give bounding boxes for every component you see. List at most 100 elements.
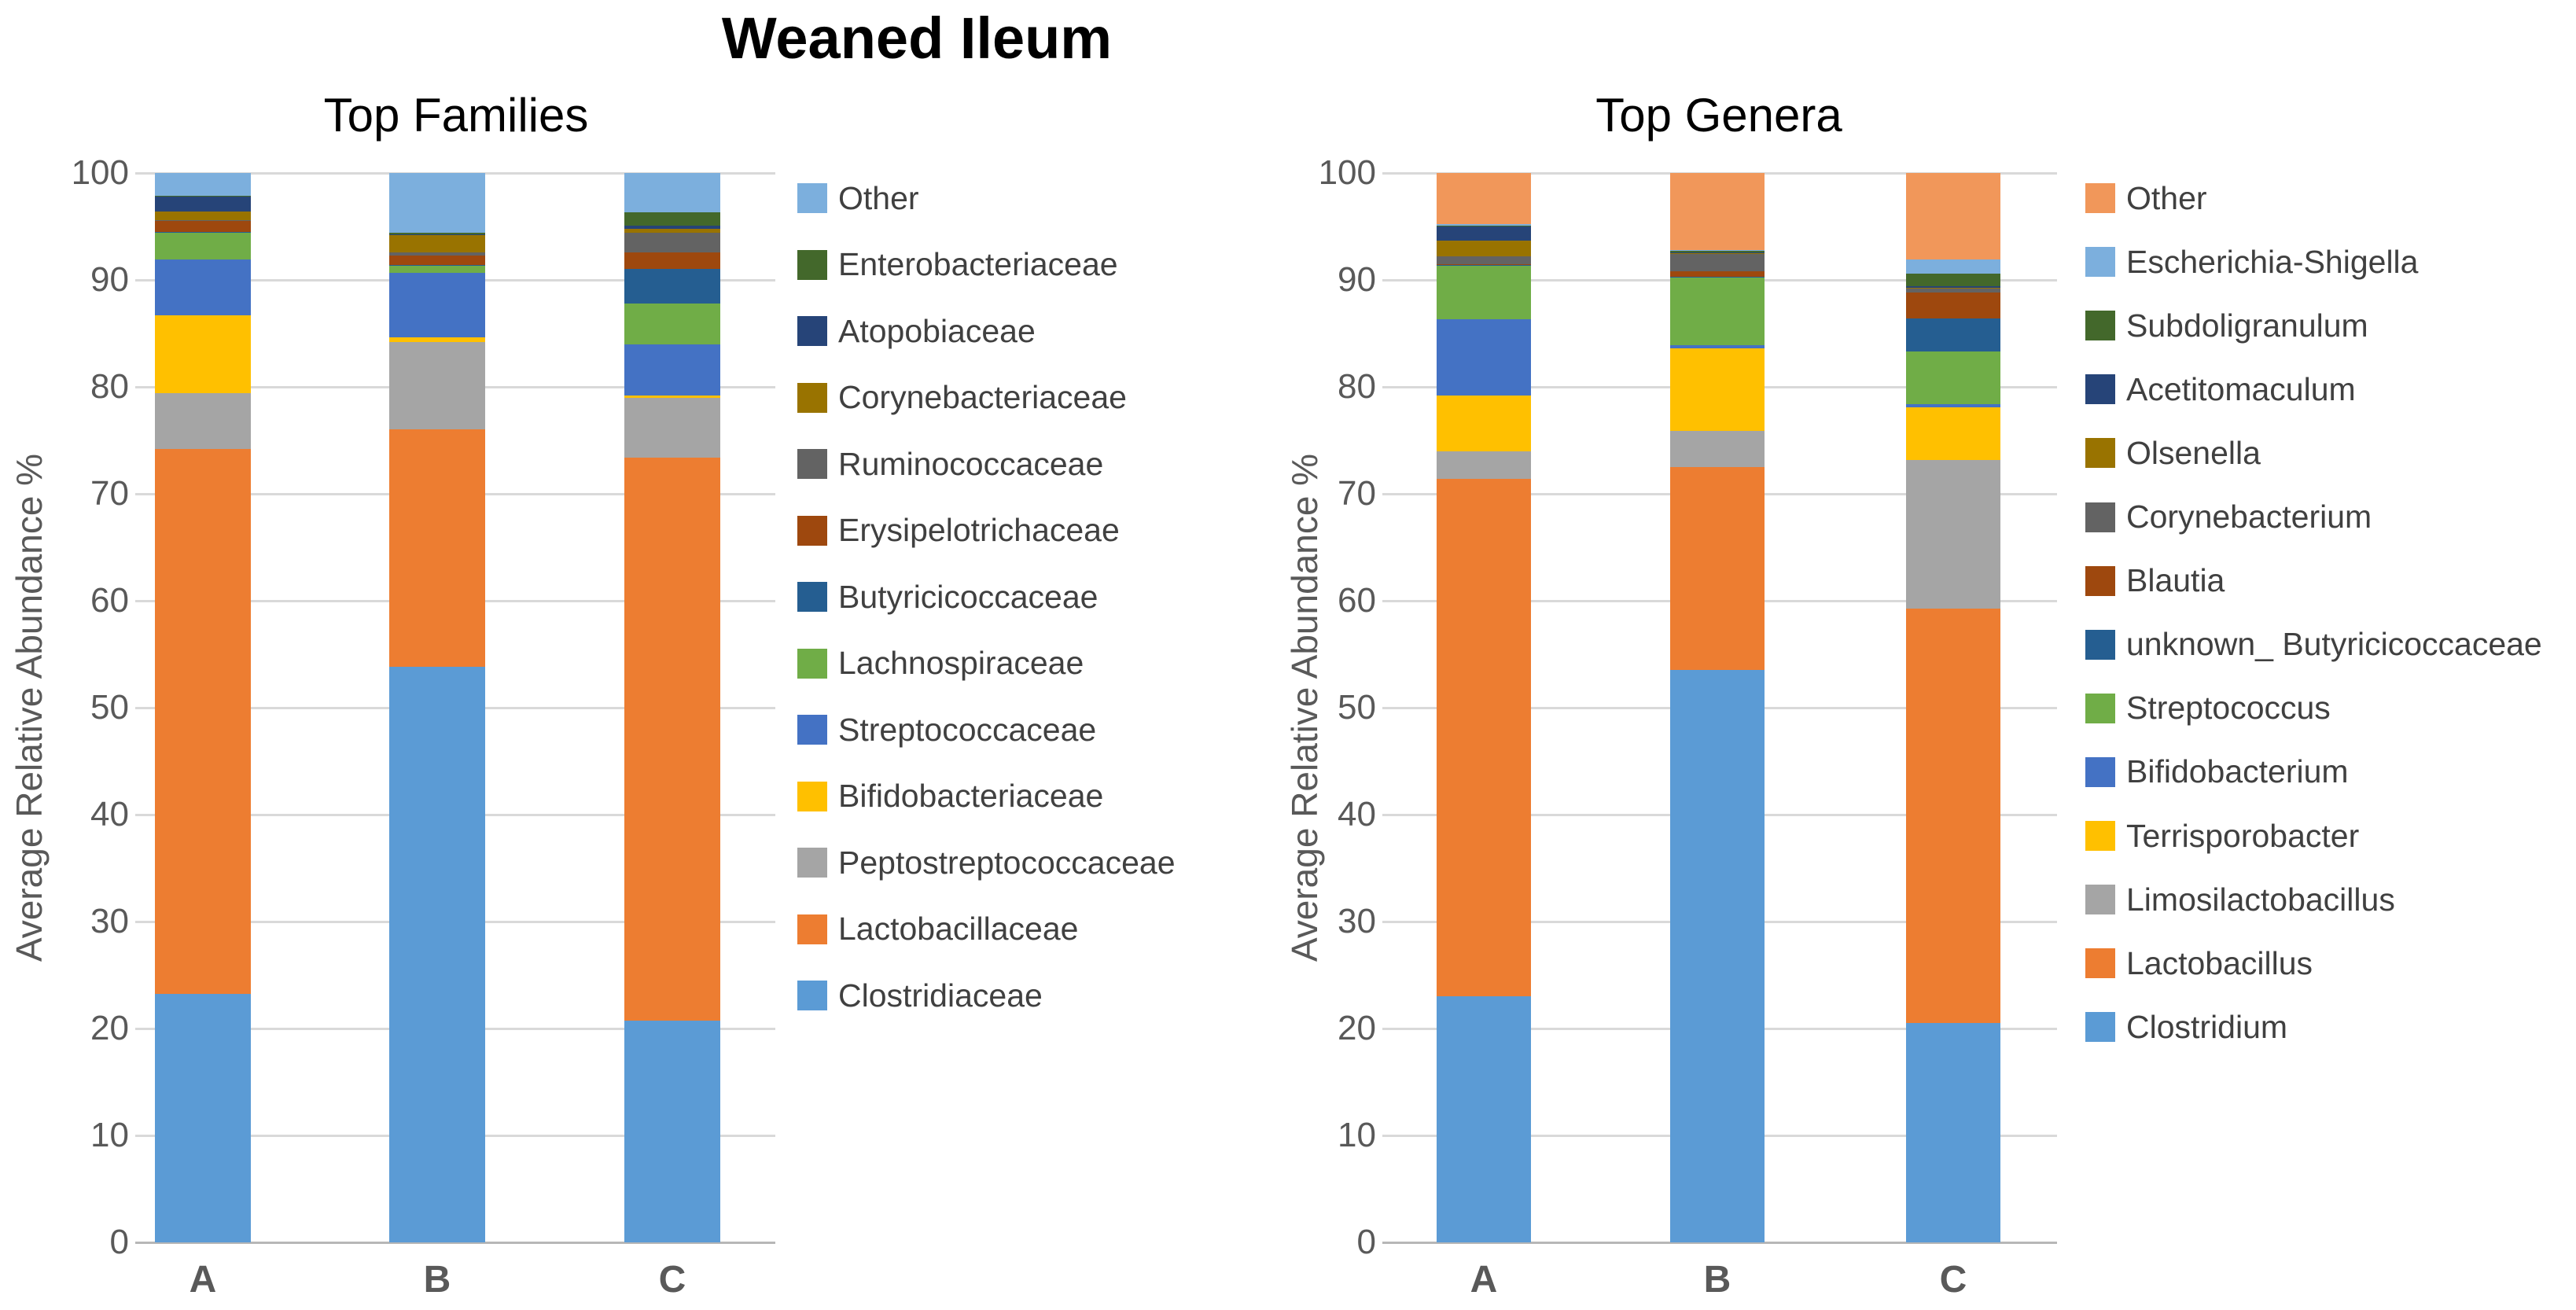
legend-label-unknown-butyricicoccaceae: unknown_ Butyricicoccaceae bbox=[2126, 626, 2542, 663]
legend-item-lactobacillaceae: Lactobacillaceae bbox=[797, 911, 1078, 948]
legend-item-limosilactobacillus: Limosilactobacillus bbox=[2085, 881, 2395, 918]
y-tick-60: 60 bbox=[90, 581, 129, 620]
legend-label-terrisporobacter: Terrisporobacter bbox=[2126, 817, 2360, 854]
segment-b-enterobacteriaceae bbox=[389, 233, 485, 234]
legend-item-blautia: Blautia bbox=[2085, 562, 2225, 600]
segment-c-peptostreptococcaceae bbox=[624, 397, 720, 458]
segment-a-streptococcus bbox=[1437, 266, 1531, 320]
legend-swatch-terrisporobacter bbox=[2085, 821, 2115, 851]
segment-a-lactobacillaceae bbox=[155, 448, 251, 995]
bar-top-families-b bbox=[389, 173, 485, 1242]
y-tick-10: 10 bbox=[1338, 1116, 1376, 1154]
segment-a-bifidobacterium bbox=[1437, 319, 1531, 396]
segment-c-corynebacteriaceae bbox=[624, 228, 720, 234]
x-axis-label-b: B bbox=[423, 1259, 451, 1301]
legend-label-erysipelotrichaceae: Erysipelotrichaceae bbox=[838, 512, 1120, 548]
legend-item-streptococcus: Streptococcus bbox=[2085, 690, 2331, 727]
legend-label-escherichia-shigella: Escherichia-Shigella bbox=[2126, 243, 2419, 280]
segment-a-ruminococcaceae bbox=[155, 219, 251, 222]
segment-c-lactobacillaceae bbox=[624, 457, 720, 1021]
legend-swatch-butyricicoccaceae bbox=[797, 582, 827, 612]
segment-c-blautia bbox=[1906, 293, 2000, 319]
bar-top-genera-b bbox=[1670, 173, 1765, 1242]
segment-a-lactobacillus bbox=[1437, 478, 1531, 997]
main-title: Weaned Ileum bbox=[721, 6, 1113, 71]
legend-label-lactobacillaceae: Lactobacillaceae bbox=[838, 911, 1079, 947]
legend-item-other: Other bbox=[797, 179, 919, 217]
segment-b-lachnospiraceae bbox=[389, 266, 485, 273]
legend-swatch-limosilactobacillus bbox=[2085, 885, 2115, 915]
legend-label-corynebacteriaceae: Corynebacteriaceae bbox=[838, 379, 1127, 415]
segment-a-limosilactobacillus bbox=[1437, 451, 1531, 479]
segment-a-other bbox=[155, 173, 251, 196]
segment-b-butyricicoccaceae bbox=[389, 265, 485, 267]
segment-c-atopobiaceae bbox=[624, 225, 720, 229]
segment-b-streptococcus bbox=[1670, 278, 1765, 345]
segment-a-olsenella bbox=[1437, 240, 1531, 257]
segment-a-butyricicoccaceae bbox=[155, 231, 251, 234]
segment-b-terrisporobacter bbox=[1670, 348, 1765, 431]
legend-item-corynebacteriaceae: Corynebacteriaceae bbox=[797, 379, 1127, 417]
segment-b-erysipelotrichaceae bbox=[389, 255, 485, 265]
gridline-0 bbox=[135, 1241, 775, 1244]
segment-b-lactobacillaceae bbox=[389, 429, 485, 668]
y-tick-20: 20 bbox=[1338, 1009, 1376, 1047]
bar-top-genera-a bbox=[1437, 173, 1531, 1242]
legend-label-streptococcaceae: Streptococcaceae bbox=[838, 711, 1097, 748]
x-axis-label-b: B bbox=[1703, 1259, 1731, 1301]
legend-swatch-streptococcaceae bbox=[797, 715, 827, 745]
x-axis-label-a: A bbox=[1470, 1259, 1498, 1301]
segment-b-other bbox=[389, 173, 485, 234]
legend-label-peptostreptococcaceae: Peptostreptococcaceae bbox=[838, 844, 1176, 881]
legend-swatch-lachnospiraceae bbox=[797, 648, 827, 679]
legend-item-corynebacterium: Corynebacterium bbox=[2085, 499, 2372, 536]
legend-swatch-escherichia-shigella bbox=[2085, 247, 2115, 278]
legend-label-atopobiaceae: Atopobiaceae bbox=[838, 312, 1036, 349]
segment-a-terrisporobacter bbox=[1437, 395, 1531, 451]
legend-item-bifidobacterium: Bifidobacterium bbox=[2085, 753, 2349, 791]
segment-c-clostridium bbox=[1906, 1023, 2000, 1242]
y-tick-40: 40 bbox=[90, 795, 129, 833]
segment-b-ruminococcaceae bbox=[389, 252, 485, 256]
legend-label-blautia: Blautia bbox=[2126, 562, 2225, 599]
gridline-100 bbox=[1382, 171, 2057, 175]
segment-c-acetitomaculum bbox=[1906, 286, 2000, 288]
legend-swatch-clostridium bbox=[2085, 1012, 2115, 1043]
y-tick-60: 60 bbox=[1338, 581, 1376, 620]
segment-a-unknown-butyricicoccaceae bbox=[1437, 264, 1531, 267]
gridline-100 bbox=[135, 171, 775, 175]
legend-item-bifidobacteriaceae: Bifidobacteriaceae bbox=[797, 778, 1103, 815]
segment-a-corynebacterium bbox=[1437, 256, 1531, 264]
legend-swatch-acetitomaculum bbox=[2085, 374, 2115, 405]
segment-b-lactobacillus bbox=[1670, 467, 1765, 671]
x-axis-label-c: C bbox=[658, 1259, 686, 1301]
x-axis-label-a: A bbox=[189, 1259, 217, 1301]
legend-swatch-peptostreptococcaceae bbox=[797, 848, 827, 878]
y-tick-30: 30 bbox=[90, 902, 129, 940]
bar-top-families-a bbox=[155, 173, 251, 1242]
gridline-0 bbox=[1382, 1241, 2057, 1244]
y-tick-10: 10 bbox=[90, 1116, 129, 1154]
legend-item-erysipelotrichaceae: Erysipelotrichaceae bbox=[797, 512, 1120, 550]
y-tick-0: 0 bbox=[109, 1223, 129, 1261]
y-tick-100: 100 bbox=[71, 153, 129, 192]
legend-swatch-bifidobacteriaceae bbox=[797, 781, 827, 811]
legend-swatch-ruminococcaceae bbox=[797, 449, 827, 479]
legend-item-escherichia-shigella: Escherichia-Shigella bbox=[2085, 243, 2418, 281]
legend-swatch-unknown-butyricicoccaceae bbox=[2085, 629, 2115, 660]
legend-label-enterobacteriaceae: Enterobacteriaceae bbox=[838, 246, 1118, 282]
legend-item-clostridiaceae: Clostridiaceae bbox=[797, 977, 1043, 1014]
segment-c-bifidobacteriaceae bbox=[624, 395, 720, 398]
segment-c-ruminococcaceae bbox=[624, 233, 720, 252]
legend-swatch-corynebacteriaceae bbox=[797, 382, 827, 413]
legend-item-clostridium: Clostridium bbox=[2085, 1008, 2287, 1046]
segment-c-clostridiaceae bbox=[624, 1021, 720, 1242]
segment-b-acetitomaculum bbox=[1670, 252, 1765, 254]
segment-a-erysipelotrichaceae bbox=[155, 221, 251, 232]
legend-swatch-lactobacillus bbox=[2085, 948, 2115, 979]
legend-item-subdoligranulum: Subdoligranulum bbox=[2085, 307, 2368, 344]
